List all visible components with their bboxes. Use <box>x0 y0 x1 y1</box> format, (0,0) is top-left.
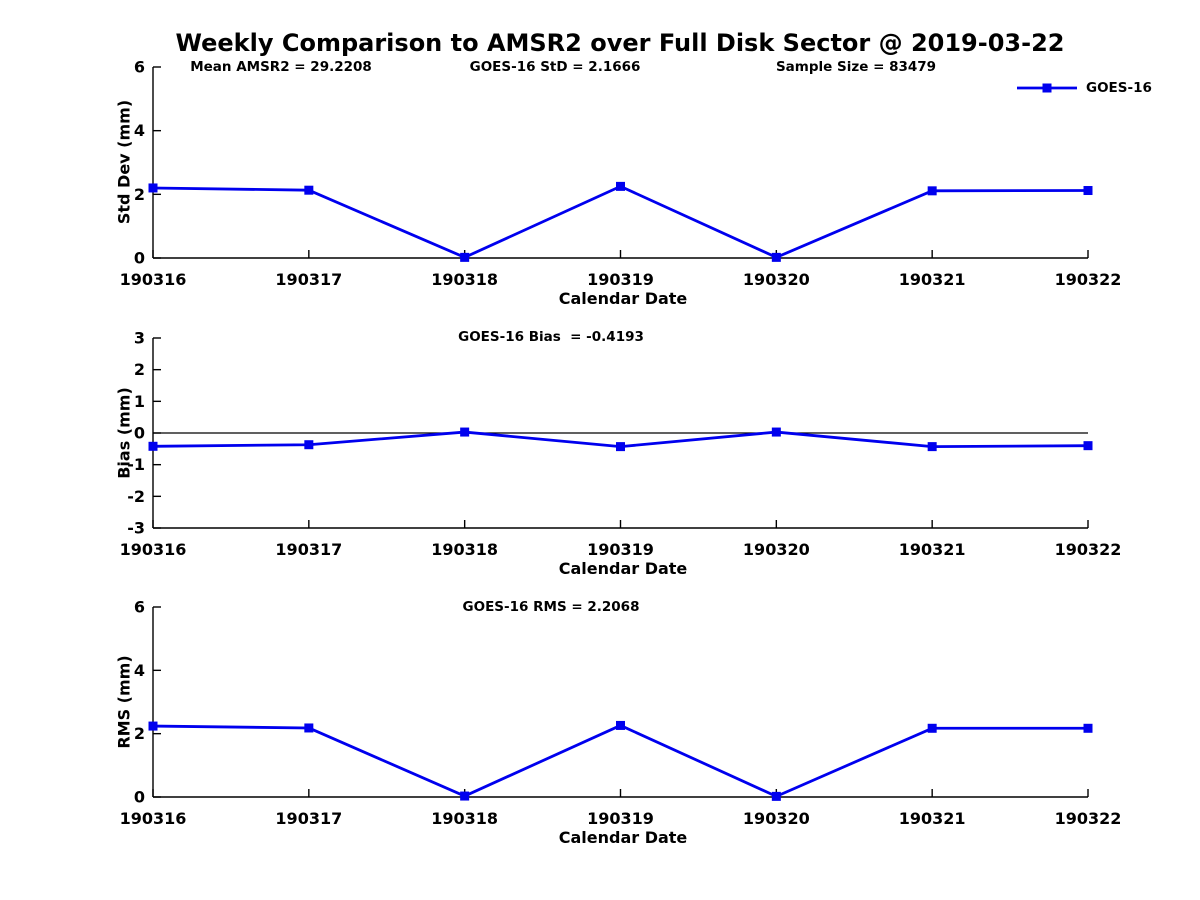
data-point-marker <box>616 181 625 191</box>
x-tick-label: 190318 <box>431 270 498 289</box>
series-line <box>151 184 1090 259</box>
xlabel-calendar-date-2: Calendar Date <box>558 559 688 578</box>
x-tick-label: 190320 <box>743 540 810 559</box>
y-tick-label: 4 <box>134 661 145 680</box>
legend-label: GOES-16 <box>1086 80 1152 96</box>
x-tick-label: 190316 <box>120 270 187 289</box>
data-point-marker <box>460 427 470 437</box>
y-tick-label: 6 <box>134 598 145 617</box>
x-tick-label: 190319 <box>587 270 654 289</box>
y-tick-label: 2 <box>134 360 145 379</box>
data-point-marker <box>927 186 937 196</box>
data-point-marker <box>460 791 470 801</box>
data-point-marker <box>148 721 158 731</box>
x-tick-label: 190322 <box>1055 809 1122 828</box>
x-tick-label: 190317 <box>275 270 342 289</box>
data-point-marker <box>771 427 781 437</box>
annotation-mean-amsr2: Mean AMSR2 = 29.2208 <box>190 59 372 75</box>
ylabel-bias: Bias (mm) <box>114 387 134 479</box>
annotation-sample-size: Sample Size = 83479 <box>775 59 937 75</box>
data-point-marker <box>771 252 781 262</box>
subplot-title-rms: GOES-16 RMS = 2.2068 <box>462 599 640 615</box>
y-tick-label: 3 <box>134 329 145 348</box>
y-tick-label: -2 <box>127 487 145 506</box>
x-tick-label: 190317 <box>275 540 342 559</box>
data-point-marker <box>304 723 314 733</box>
x-tick-label: 190320 <box>743 270 810 289</box>
y-tick-label: 0 <box>134 788 145 807</box>
x-tick-label: 190322 <box>1055 270 1122 289</box>
x-tick-label: 190319 <box>587 540 654 559</box>
data-point-marker <box>771 791 781 801</box>
y-tick-label: 6 <box>134 58 145 77</box>
data-point-marker <box>1083 723 1093 733</box>
data-point-marker <box>148 441 158 451</box>
xlabel-calendar-date-1: Calendar Date <box>558 289 688 308</box>
y-tick-label: 0 <box>134 424 145 443</box>
x-tick-label: 190319 <box>587 809 654 828</box>
legend-line-marker-icon <box>1017 83 1077 93</box>
data-point-marker <box>148 183 158 193</box>
xlabel-calendar-date-3: Calendar Date <box>558 828 688 847</box>
x-tick-label: 190316 <box>120 540 187 559</box>
x-tick-label: 190316 <box>120 809 187 828</box>
series-line <box>151 724 1090 798</box>
y-tick-label: 2 <box>134 724 145 743</box>
y-tick-label: 2 <box>134 185 145 204</box>
data-point-marker <box>616 720 625 730</box>
y-tick-label: 4 <box>134 121 145 140</box>
data-point-marker <box>304 185 314 195</box>
data-point-marker <box>927 723 937 733</box>
x-tick-label: 190322 <box>1055 540 1122 559</box>
x-tick-label: 190317 <box>275 809 342 828</box>
x-tick-label: 190321 <box>899 809 966 828</box>
legend: GOES-16 <box>1016 80 1152 96</box>
y-tick-label: -3 <box>127 519 145 538</box>
x-tick-label: 190320 <box>743 809 810 828</box>
ylabel-rms: RMS (mm) <box>114 655 134 749</box>
x-tick-label: 190318 <box>431 540 498 559</box>
subplot-title-bias: GOES-16 Bias = -0.4193 <box>458 329 644 345</box>
x-tick-label: 190321 <box>899 270 966 289</box>
data-point-marker <box>1083 441 1093 451</box>
data-point-marker <box>616 442 625 452</box>
data-point-marker <box>1083 186 1093 196</box>
x-tick-label: 190321 <box>899 540 966 559</box>
data-point-marker <box>304 440 314 450</box>
data-point-marker <box>460 252 470 262</box>
x-tick-label: 190318 <box>431 809 498 828</box>
y-tick-label: 1 <box>134 392 145 411</box>
figure-title: Weekly Comparison to AMSR2 over Full Dis… <box>175 29 1065 57</box>
annotation-goes16-std: GOES-16 StD = 2.1666 <box>469 59 641 75</box>
ylabel-std-dev: Std Dev (mm) <box>114 99 134 225</box>
data-point-marker <box>927 442 937 452</box>
y-tick-label: 0 <box>134 249 145 268</box>
y-tick-label: -1 <box>127 455 145 474</box>
